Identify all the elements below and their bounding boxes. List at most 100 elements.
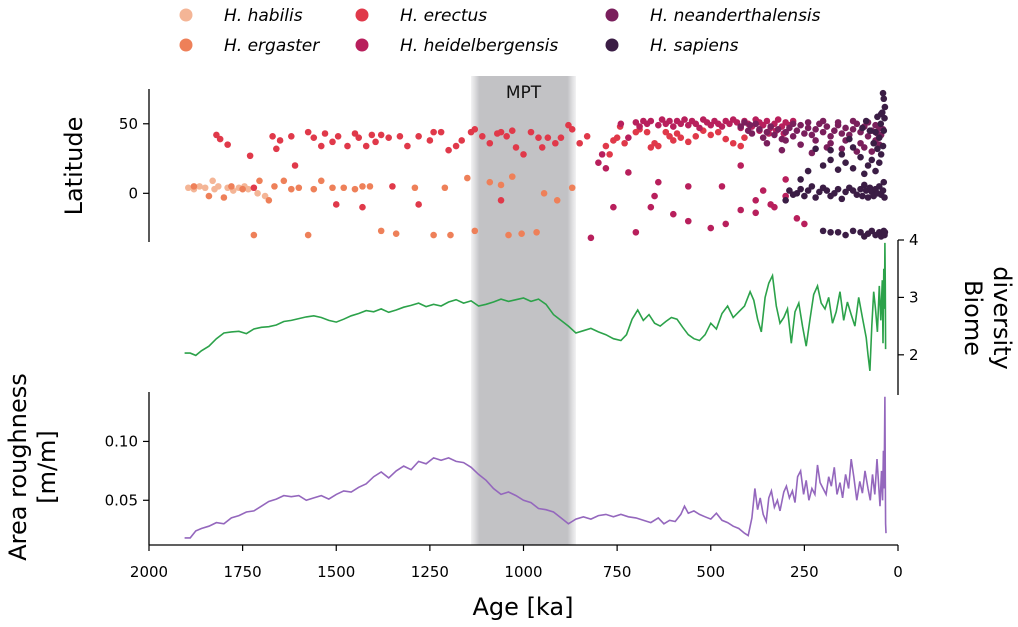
data-point (190, 183, 198, 190)
data-point (875, 134, 883, 141)
data-point (538, 144, 546, 151)
data-point (355, 134, 363, 141)
data-point (404, 142, 411, 150)
data-point (846, 135, 853, 143)
data-point (201, 184, 209, 192)
data-point (655, 121, 662, 129)
data-point (647, 117, 655, 125)
data-point (458, 137, 466, 144)
x-ticks: 2000 1750 1500 1250 1000 750 500 250 0 (130, 545, 903, 581)
roughness-tick-label: 0.05 (105, 491, 138, 509)
data-point (426, 137, 434, 144)
data-point (827, 156, 834, 164)
data-point (714, 128, 722, 136)
data-point (857, 153, 864, 161)
data-point (651, 192, 658, 200)
data-point (621, 139, 628, 147)
data-point (625, 169, 632, 176)
data-point (583, 132, 591, 140)
legend-marker (605, 38, 619, 52)
data-point (497, 196, 505, 204)
data-point (246, 152, 254, 160)
data-point (544, 134, 552, 141)
data-point (722, 220, 730, 228)
biome-axis-label-line1: Biome (959, 280, 987, 356)
data-point (881, 103, 889, 111)
data-point (752, 120, 759, 128)
data-point (486, 139, 494, 147)
data-point (868, 148, 876, 155)
data-point (520, 151, 527, 158)
data-point (859, 124, 866, 132)
data-point (602, 142, 610, 150)
data-point (250, 184, 258, 192)
area-roughness-line (184, 396, 887, 539)
data-point (860, 144, 868, 151)
data-point (849, 126, 857, 133)
data-point (271, 183, 278, 190)
data-point (220, 194, 228, 201)
data-point (741, 134, 748, 141)
data-point (632, 228, 640, 236)
data-point (746, 121, 754, 129)
legend-marker (179, 38, 193, 52)
data-point (415, 132, 422, 140)
data-point (808, 131, 816, 139)
data-point (838, 195, 846, 203)
data-point (880, 127, 888, 135)
data-point (452, 142, 460, 150)
data-point (718, 183, 726, 190)
data-point (486, 178, 494, 186)
data-point (812, 126, 819, 133)
x-axis-label: Age [ka] (473, 593, 574, 621)
x-tick-label: 1750 (224, 563, 262, 581)
data-point (741, 119, 748, 126)
data-point (774, 116, 782, 123)
data-point (598, 151, 606, 158)
data-point (864, 132, 872, 140)
biome-tick-label: 3 (909, 288, 919, 306)
biome-diversity-line (184, 242, 887, 371)
data-point (801, 130, 808, 137)
data-point (752, 196, 759, 204)
data-point (853, 191, 861, 199)
data-point (819, 227, 827, 235)
data-point (877, 110, 885, 118)
latitude-ticks: 0 50 (119, 115, 149, 202)
data-point (254, 190, 261, 197)
data-point (256, 177, 263, 185)
data-point (868, 156, 876, 164)
data-point (280, 177, 288, 185)
legend-marker (179, 8, 193, 22)
data-point (819, 162, 827, 169)
data-point (771, 131, 778, 139)
data-point (415, 201, 422, 208)
data-point (602, 164, 610, 172)
x-tick-label: 2000 (130, 563, 168, 581)
data-point (310, 185, 318, 193)
data-point (568, 126, 576, 133)
data-point (396, 132, 404, 140)
data-point (880, 95, 888, 103)
mpt-band (471, 76, 576, 545)
x-tick-label: 1250 (411, 563, 449, 581)
data-point (368, 131, 376, 139)
data-point (737, 162, 745, 169)
data-point (224, 141, 231, 148)
data-point (447, 231, 454, 239)
legend-label: H. heidelbergensis (400, 36, 558, 56)
data-point (479, 132, 486, 140)
data-point (831, 127, 838, 135)
latitude-points (185, 89, 889, 242)
data-point (860, 170, 868, 178)
data-point (874, 145, 881, 153)
data-point (812, 145, 819, 153)
data-point (670, 210, 677, 218)
data-point (797, 176, 804, 183)
data-point (862, 117, 870, 125)
data-point (334, 132, 342, 140)
data-point (437, 128, 445, 136)
data-point (870, 139, 877, 147)
data-point (273, 145, 280, 153)
